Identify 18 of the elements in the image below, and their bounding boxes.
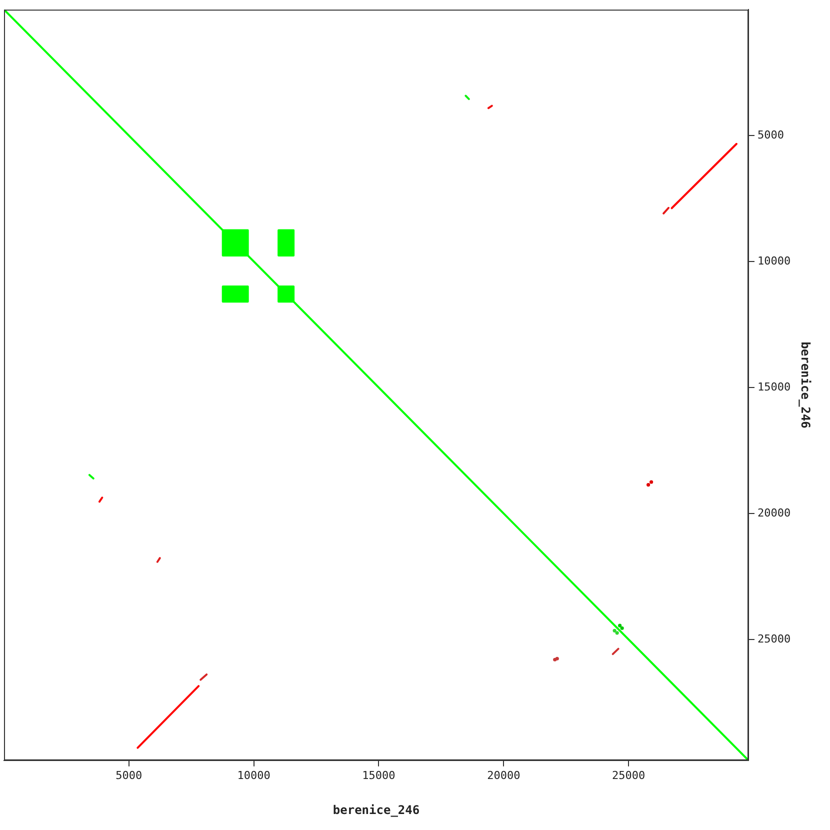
y-axis-title: berenice_246	[798, 342, 813, 428]
point	[620, 626, 624, 630]
y-tick-label: 5000	[757, 128, 784, 142]
point	[650, 480, 654, 484]
y-tick-label: 20000	[757, 506, 791, 520]
x-tick-label: 20000	[487, 768, 520, 782]
x-axis-title: berenice_246	[332, 802, 420, 817]
point	[615, 631, 619, 635]
point	[646, 482, 650, 487]
x-tick-label: 25000	[612, 768, 646, 782]
point	[618, 624, 622, 628]
point	[612, 628, 616, 632]
x-tick-label: 5000	[116, 768, 142, 782]
x-tick-label: 15000	[362, 768, 396, 782]
y-tick-label: 25000	[757, 632, 791, 646]
y-tick-label: 15000	[757, 380, 791, 394]
y-tick-label: 10000	[757, 254, 791, 268]
x-tick-label: 10000	[237, 768, 270, 782]
